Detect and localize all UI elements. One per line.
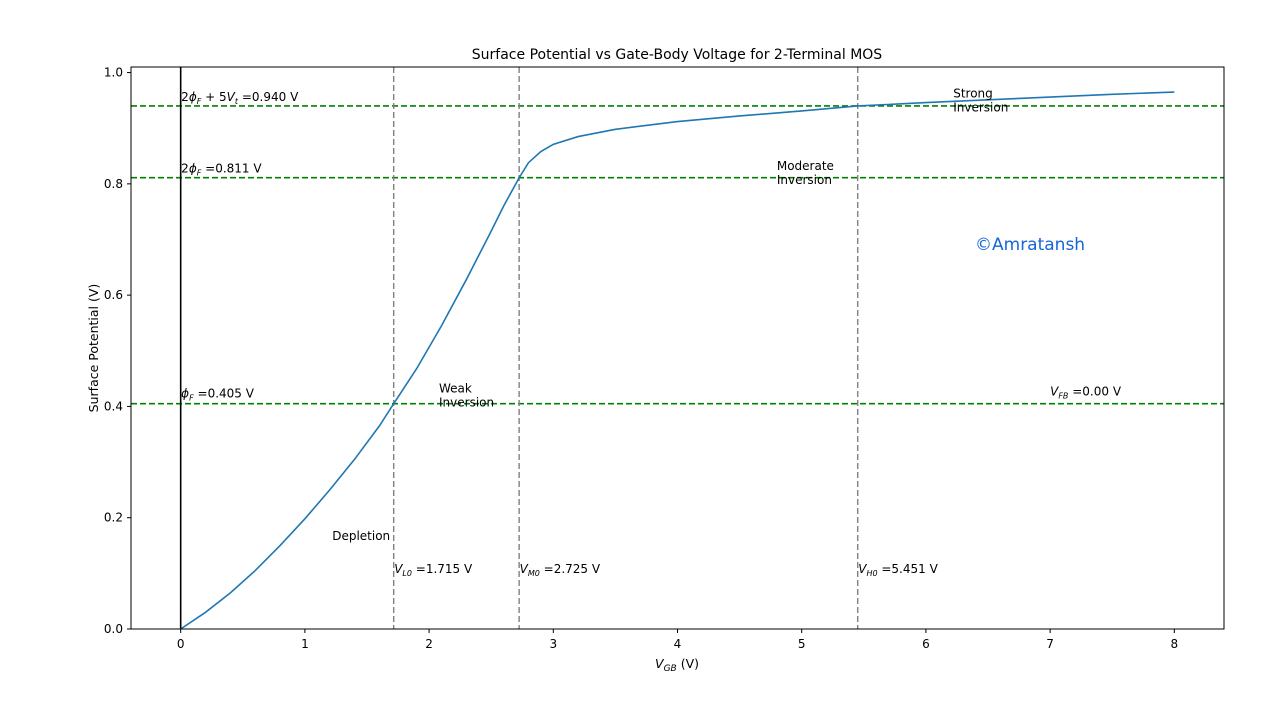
y-tick-label: 1.0 [104,66,123,80]
x-tick-label: 3 [549,637,557,651]
hline-label-value: =0.940 V [238,90,299,104]
hline-label-prefix: 2 [181,162,189,176]
vline-label-sub: M0 [528,569,540,578]
x-tick-label: 6 [922,637,930,651]
x-tick-label: 0 [177,637,185,651]
region-label-line: Weak [439,382,472,396]
hline-label-value: =0.405 V [194,387,255,401]
hline-label-0: 2ϕF + 5Vt =0.940 V [181,90,299,106]
phi-symbol: ϕ [189,90,197,104]
vline-label-value: =2.725 V [540,562,601,576]
surface-potential-curve [180,91,1175,630]
vt-symbol: V [227,90,236,104]
vline-label-2: VH0 =5.451 V [858,562,938,578]
y-tick-label: 0.2 [104,511,123,525]
vline-label-value: =5.451 V [878,562,939,576]
vertical-reference-lines [392,67,859,629]
y-axis-ticks: 0.0 0.2 0.4 0.6 0.8 1.0 [104,66,131,636]
region-label-1: Weak Inversion [439,382,494,410]
region-label-line: Inversion [439,396,494,410]
region-label-2: Moderate Inversion [777,159,834,187]
x-axis-label: VGB (V) [655,656,699,674]
x-axis-ticks: 0 1 2 3 4 5 6 7 8 [177,629,1178,651]
x-tick-label: 4 [674,637,682,651]
vline-label-1: VM0 =2.725 V [520,562,601,578]
vline-label-value: =1.715 V [412,562,473,576]
x-axis-label-sub: GB [664,664,677,674]
vfb-label-value: =0.00 V [1068,384,1121,398]
vfb-label-sub: FB [1058,391,1068,400]
phi-subscript: F [197,169,202,178]
x-tick-label: 2 [425,637,433,651]
y-axis-label: Surface Potential (V) [86,284,101,413]
copyright-watermark: ©Amratansh [975,235,1085,255]
phi-symbol: ϕ [189,162,197,176]
vline-label-main: V [520,562,529,576]
x-tick-label: 5 [798,637,806,651]
region-label-3: Strong Inversion [953,87,1008,115]
region-label-line: Inversion [777,173,832,187]
vfb-label-main: V [1050,384,1059,398]
vt-subscript: t [235,97,239,106]
hline-label-mid: + 5 [201,90,226,104]
phi-subscript: F [189,394,194,403]
horizontal-reference-lines [131,105,1224,405]
vline-label-sub: H0 [866,569,877,578]
region-label-line: Strong [953,87,993,101]
hline-label-1: 2ϕF =0.811 V [181,162,262,178]
y-tick-label: 0.0 [104,622,123,636]
y-tick-label: 0.8 [104,177,123,191]
phi-symbol: ϕ [181,387,189,401]
x-axis-label-main: V [655,656,665,671]
region-label-line: Depletion [332,529,390,543]
x-tick-label: 8 [1170,637,1178,651]
y-tick-label: 0.6 [104,288,123,302]
x-axis-label-unit: (V) [677,656,699,671]
chart-title: Surface Potential vs Gate-Body Voltage f… [472,47,883,63]
vfb-label: VFB =0.00 V [1050,384,1122,400]
region-label-0: Depletion [332,529,390,543]
phi-subscript: F [197,97,202,106]
plot-area [131,67,1224,629]
vline-label-sub: L0 [402,569,412,578]
x-tick-label: 1 [301,637,309,651]
x-tick-label: 7 [1046,637,1054,651]
vline-label-main: V [394,562,403,576]
vline-label-0: VL0 =1.715 V [394,562,473,578]
region-label-line: Moderate [777,159,834,173]
hline-label-prefix: 2 [181,90,189,104]
y-tick-label: 0.4 [104,399,123,413]
hline-label-2: ϕF =0.405 V [181,387,255,403]
region-label-line: Inversion [953,101,1008,115]
hline-label-value: =0.811 V [201,162,262,176]
vline-label-main: V [858,562,867,576]
